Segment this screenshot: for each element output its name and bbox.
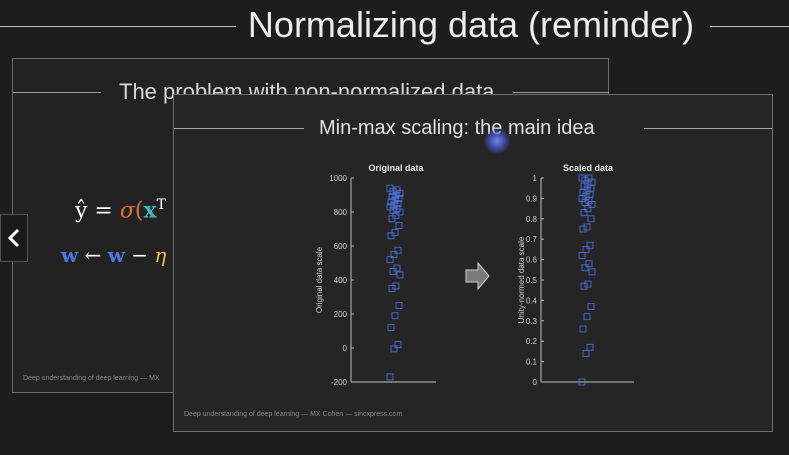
data-point — [387, 198, 395, 206]
y-tick-label: 1 — [533, 174, 538, 183]
y-tick-label: 200 — [334, 310, 348, 319]
data-point — [583, 223, 591, 231]
data-point — [393, 264, 401, 272]
eq-eta: η — [154, 243, 167, 267]
data-point — [587, 215, 595, 223]
y-tick-label: 800 — [334, 208, 348, 217]
main-title-row: Normalizing data (reminder) — [0, 0, 789, 56]
data-point — [386, 203, 394, 211]
chevron-left-icon — [7, 228, 20, 248]
data-point — [388, 193, 396, 201]
right-arrow-icon — [465, 261, 490, 291]
eq-arrow: ← — [78, 243, 108, 267]
data-point — [386, 256, 394, 264]
title-rule-left — [0, 26, 236, 27]
data-point — [586, 343, 594, 351]
data-point — [587, 303, 595, 310]
data-point — [390, 251, 398, 258]
back-slide-footer: Deep understanding of deep learning — MX — [23, 375, 160, 382]
y-tick-label: 0.1 — [526, 358, 538, 367]
data-point — [395, 222, 403, 230]
y-tick-label: 0.2 — [526, 337, 538, 346]
y-tick-label: 0.3 — [526, 317, 538, 326]
y-tick-label: 600 — [334, 242, 348, 251]
y-tick-label: 0.6 — [526, 256, 538, 265]
y-tick-label: 1000 — [329, 174, 347, 183]
chart-original: Original data -200 0 200 400 600 800 1000 Origin… — [315, 163, 436, 387]
y-tick-label: 0.5 — [526, 276, 538, 285]
eq-sigma: σ — [119, 198, 135, 224]
data-point — [386, 184, 394, 192]
previous-slide-button[interactable] — [0, 214, 28, 262]
data-point — [578, 174, 586, 182]
data-point — [581, 264, 589, 272]
data-point — [588, 268, 596, 276]
y-tick-label: 0.9 — [526, 194, 538, 203]
y-tick-label: 0.7 — [526, 235, 538, 244]
chart-title: Original data — [368, 163, 424, 173]
data-point — [584, 280, 592, 288]
front-slide-title: Min-max scaling: the main idea — [319, 117, 595, 139]
equation-update: w ← w − η — [61, 243, 166, 267]
y-tick-label: -200 — [331, 378, 348, 387]
page-title: Normalizing data (reminder) — [247, 4, 695, 45]
data-point — [392, 282, 400, 290]
eq-x: x — [143, 197, 157, 224]
data-point — [395, 302, 403, 309]
data-point — [583, 313, 591, 321]
y-axis-label: Original data scale — [315, 246, 324, 313]
y-tick-label: 0.4 — [526, 296, 538, 305]
equation-prediction: ŷ = σ(xT — [75, 197, 166, 223]
front-slide-footer: Deep understanding of deep learning — MX… — [184, 411, 403, 418]
chart-scaled: Scaled data 0 0.1 0.2 0.3 0.4 0.5 0.6 0.7 0.8 0.9 1… — [517, 163, 634, 387]
data-point — [582, 349, 590, 357]
data-point — [391, 228, 399, 236]
data-point — [582, 245, 590, 253]
data-point — [584, 205, 592, 213]
eq-w-right: w — [107, 243, 125, 267]
back-title-rule-right — [513, 92, 609, 93]
eq-transpose: T — [156, 197, 166, 213]
y-axis-label: Unity-normed data scale — [517, 236, 526, 323]
eq-yhat: ŷ = — [75, 198, 120, 224]
chart-title: Scaled data — [563, 163, 614, 173]
data-point — [386, 373, 394, 381]
data-point — [387, 324, 395, 332]
charts-area: Original data -200 0 200 400 600 800 1000 Origin… — [315, 163, 634, 387]
data-point — [579, 325, 587, 333]
title-rule-right — [710, 26, 789, 27]
front-title-rule-right — [644, 128, 772, 129]
data-point — [394, 246, 402, 254]
front-title-rule-left — [174, 128, 304, 129]
y-tick-label: 0 — [533, 378, 538, 387]
data-point — [585, 260, 593, 268]
slide-front: Min-max scaling: the main idea Original … — [173, 94, 773, 432]
y-tick-label: 0.8 — [526, 215, 538, 224]
data-point — [391, 312, 399, 320]
data-point — [393, 186, 401, 194]
back-title-rule-left — [13, 92, 101, 93]
data-point — [586, 241, 594, 249]
data-point — [390, 345, 398, 353]
data-point — [578, 252, 586, 259]
data-point — [585, 174, 593, 182]
data-point — [580, 209, 588, 217]
data-point — [394, 341, 402, 349]
eq-w-left: w — [61, 243, 79, 267]
eq-minus: − — [124, 243, 155, 267]
data-point — [578, 378, 586, 386]
cursor-highlight — [484, 128, 510, 154]
data-point — [580, 282, 588, 290]
eq-paren: ( — [134, 198, 144, 224]
y-tick-label: 0 — [343, 344, 348, 353]
y-tick-label: 400 — [334, 276, 348, 285]
data-point — [579, 225, 587, 233]
data-point — [396, 271, 404, 279]
